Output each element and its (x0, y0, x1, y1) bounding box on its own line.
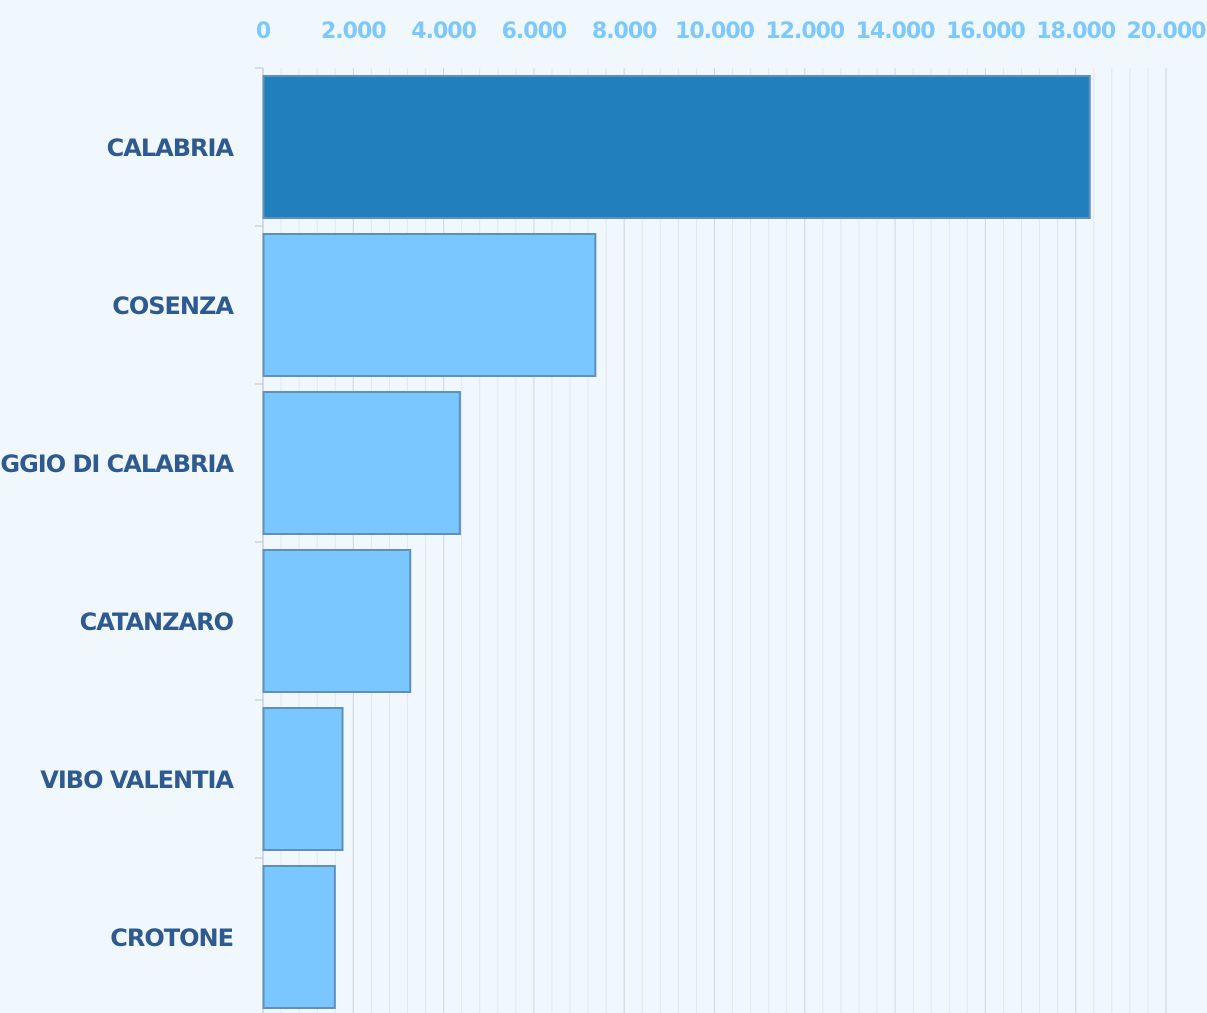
bar-crotone[interactable] (262, 865, 336, 1009)
x-tick-label: 14.000 (856, 19, 936, 44)
x-tick-label: 10.000 (675, 19, 755, 44)
category-label: COSENZA (112, 292, 234, 320)
bar-catanzaro[interactable] (262, 549, 412, 693)
x-tick-label: 12.000 (765, 19, 845, 44)
category-label: VIBO VALENTIA (40, 766, 234, 794)
x-axis-ticks: 0 2.000 4.000 6.000 8.000 10.000 12.000 14.000 1… (256, 19, 1207, 44)
x-tick-label: 2.000 (321, 19, 386, 44)
y-axis-categories: CALABRIA COSENZA REGGIO DI CALABRIA CATANZA… (0, 134, 235, 952)
x-tick-label: 20.000 (1127, 19, 1207, 44)
bar-reggio-di-calabria[interactable] (262, 391, 461, 535)
category-label: CATANZARO (80, 608, 234, 636)
bar-vibo-valentia[interactable] (262, 707, 344, 851)
x-tick-label: 4.000 (411, 19, 476, 44)
bar-calabria[interactable] (262, 75, 1091, 219)
x-tick-label: 16.000 (946, 19, 1026, 44)
x-tick-label: 18.000 (1036, 19, 1116, 44)
grid (255, 67, 1167, 1013)
category-label: CALABRIA (107, 134, 235, 162)
category-label: CROTONE (110, 924, 233, 952)
x-tick-label: 8.000 (592, 19, 657, 44)
bars (262, 75, 1091, 1009)
category-label: REGGIO DI CALABRIA (0, 450, 234, 478)
x-tick-label: 6.000 (502, 19, 567, 44)
bar-cosenza[interactable] (262, 233, 597, 377)
x-tick-label: 0 (256, 19, 271, 44)
